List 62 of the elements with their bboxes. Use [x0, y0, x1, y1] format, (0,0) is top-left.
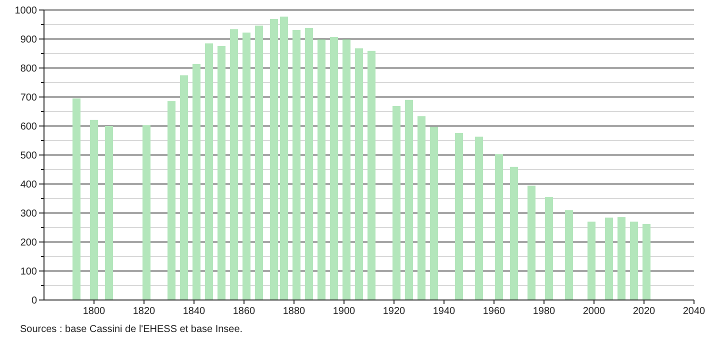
bar	[545, 197, 553, 300]
x-tick-label: 1800	[82, 306, 106, 317]
bar	[242, 32, 250, 300]
x-tick-label: 2000	[582, 306, 606, 317]
bar	[192, 64, 200, 300]
bar	[355, 48, 363, 300]
bar	[475, 136, 483, 300]
x-tick-label: 1900	[332, 306, 356, 317]
x-tick-label: 1880	[282, 306, 306, 317]
bar	[495, 154, 503, 300]
bar	[368, 50, 376, 300]
bar	[510, 166, 518, 300]
x-tick-label: 1820	[132, 306, 156, 317]
y-tick-label: 500	[20, 150, 38, 162]
y-tick-label: 100	[20, 266, 38, 278]
bar	[430, 126, 438, 300]
bar	[618, 217, 626, 300]
x-tick-label: 1840	[182, 306, 206, 317]
y-tick-label: 400	[20, 180, 38, 190]
bar	[218, 46, 226, 300]
y-tick-label: 1000	[14, 6, 38, 16]
bar	[455, 132, 463, 300]
bar	[255, 26, 263, 300]
x-tick-label: 1940	[432, 306, 456, 317]
x-tick-label: 2020	[632, 306, 656, 317]
bar	[230, 29, 238, 300]
bar	[292, 30, 300, 300]
bar	[318, 39, 326, 300]
bar	[90, 120, 98, 300]
bar	[392, 106, 400, 300]
y-tick-label: 900	[20, 34, 38, 46]
x-tick-label: 1980	[532, 306, 556, 317]
bar	[630, 222, 638, 300]
bar	[280, 16, 288, 300]
bar	[528, 186, 536, 300]
bar	[565, 210, 573, 300]
bar	[205, 43, 213, 300]
y-tick-label: 200	[20, 238, 38, 248]
bar	[418, 116, 426, 300]
bar	[342, 39, 350, 300]
bar	[168, 101, 176, 300]
bar	[330, 36, 338, 300]
x-tick-label: 2040	[682, 306, 706, 317]
bar	[588, 222, 596, 300]
bar	[72, 98, 80, 300]
source-note: Sources : base Cassini de l'EHESS et base Insee.	[20, 324, 243, 335]
x-tick-label: 1920	[382, 306, 406, 317]
y-tick-label: 300	[20, 208, 38, 220]
bar	[142, 125, 150, 300]
bar	[405, 100, 413, 300]
y-tick-label: 700	[20, 92, 38, 104]
bar	[642, 224, 650, 300]
bar	[605, 218, 613, 300]
bar	[105, 126, 113, 300]
x-tick-label: 1860	[232, 306, 256, 317]
y-tick-label: 600	[20, 122, 38, 132]
y-tick-label: 800	[20, 64, 38, 74]
bar	[270, 18, 278, 300]
bar	[305, 28, 313, 300]
x-tick-label: 1960	[482, 306, 506, 317]
bar	[180, 75, 188, 300]
y-tick-label: 0	[31, 296, 38, 306]
